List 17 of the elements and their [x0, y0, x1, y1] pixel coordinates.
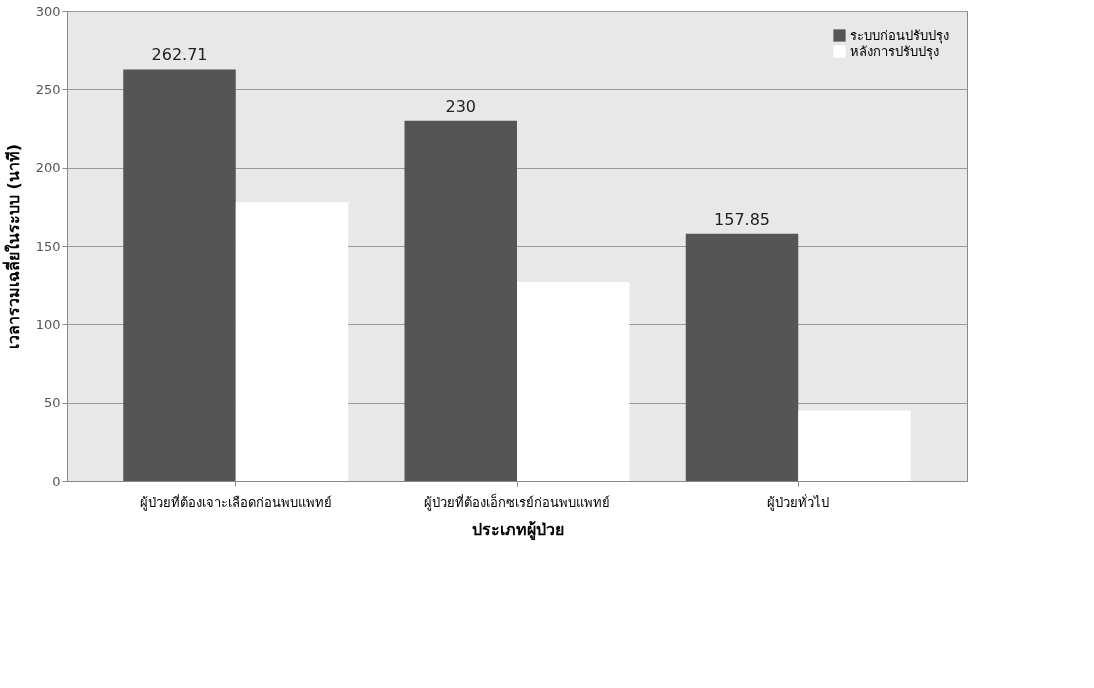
legend-label: หลังการปรับปรุง [850, 43, 939, 60]
y-tick-label: 50 [43, 395, 61, 411]
y-tick-label: 0 [52, 473, 61, 489]
y-tick-label: 200 [35, 160, 61, 176]
y-tick-label: 300 [35, 3, 61, 19]
y-tick-label: 100 [35, 316, 61, 332]
y-tick-label: 250 [35, 81, 61, 97]
y-tick-label: 150 [35, 238, 61, 254]
x-tick-label: ผู้ป่วยทั่วไป [767, 493, 830, 511]
legend-label: ระบบก่อนปรับปรุง [850, 27, 949, 44]
data-label: 262.71 [151, 45, 208, 65]
data-label: 157.85 [714, 209, 770, 229]
x-tick-label: ผู้ป่วยที่ต้องเจาะเลือดก่อนพบแพทย์ [139, 493, 332, 511]
x-tick-label: ผู้ป่วยที่ต้องเอ็กซเรย์ก่อนพบแพทย์ [424, 492, 610, 511]
y-axis-title: เวลารวมเฉลี่ยในระบบ (นาที) [1, 143, 23, 350]
x-axis-title: ประเภทผู้ป่วย [471, 519, 564, 541]
data-label: 230 [445, 96, 477, 116]
